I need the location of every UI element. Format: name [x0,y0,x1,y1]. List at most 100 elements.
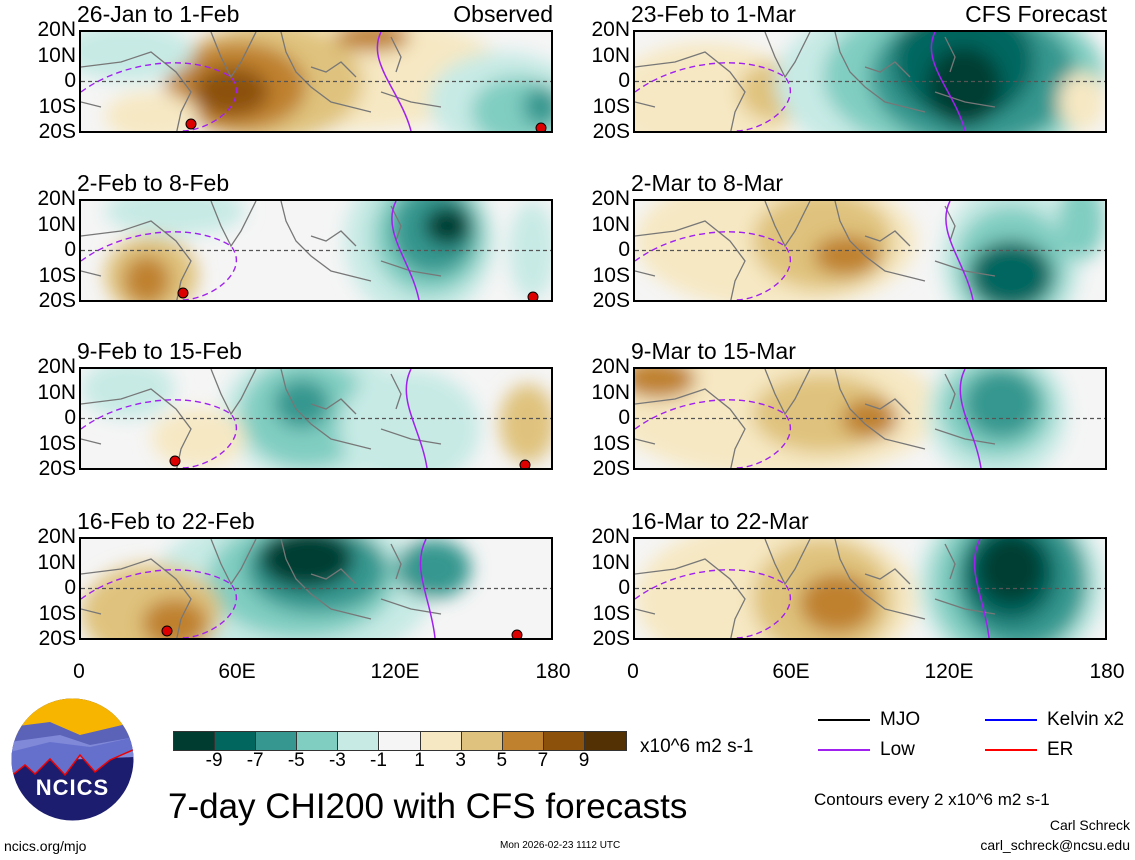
colorbar-tick: 9 [578,750,590,771]
panel-title: 26-Jan to 1-Feb [77,1,240,27]
lat-label: 20S [592,289,630,312]
coastline [81,32,442,131]
anomaly-region [142,598,208,638]
lat-label: 0 [618,69,630,92]
lat-label: 10S [592,263,630,287]
legend-line [818,749,870,751]
anomaly-region [978,539,1044,604]
mjo-contour-low [945,201,974,300]
lat-label: 10S [38,601,76,625]
colorbar-swatch [585,732,627,750]
anomaly-region [964,369,1040,439]
map-panel [79,199,553,302]
colorbar-swatch [502,732,544,750]
lon-label: 60E [218,660,256,683]
anomaly-region [273,378,331,429]
map-panel [79,537,553,640]
colorbar-tick: -3 [328,750,346,771]
panel-title: 2-Feb to 8-Feb [77,170,230,196]
map-panel [633,537,1107,640]
lat-label: 20S [38,289,76,312]
lat-label: 20N [37,18,76,41]
lon-label: 0 [73,660,85,683]
map-panel [79,367,553,470]
anomaly-region [81,369,175,419]
anomaly-region [1058,71,1105,131]
legend-label: MJO [880,709,921,730]
mjo-contour-low [973,539,990,638]
figure-title: 7-day CHI200 with CFS forecasts [168,787,688,826]
lat-label: 20N [37,355,76,378]
low-contour-dashed [635,62,792,131]
lat-label: 0 [64,69,76,92]
chi200-map [635,201,1105,300]
panel-title: 2-Mar to 8-Mar [631,170,784,196]
tropical-cyclone-icon [169,455,181,467]
lat-label: 20N [591,18,630,41]
colorbar-swatch [461,732,503,750]
lat-label: 10N [591,212,630,236]
lat-label: 10S [38,263,76,287]
anomaly-region [499,383,551,464]
colorbar [173,731,627,751]
anomaly-region [104,201,246,236]
lat-label: 20N [591,355,630,378]
colorbar-swatch [338,732,380,750]
anomaly-region [813,235,880,276]
ncics-logo[interactable] [10,697,135,827]
mjo-contour-low [959,369,982,468]
lat-label: 0 [618,238,630,261]
colorbar-tick: -5 [287,750,305,771]
low-contour-dashed [635,569,792,638]
chi200-map [635,539,1105,638]
timestamp: Mon 2026-02-23 1112 UTC [500,840,621,851]
anomaly-region [799,573,875,634]
lon-label: 120E [370,660,420,683]
chi200-map [81,539,551,638]
low-contour-dashed [81,231,238,300]
lat-label: 20N [37,525,76,548]
contour-note: Contours every 2 x10^6 m2 s-1 [814,790,1050,809]
lon-label: 60E [772,660,810,683]
anomaly-region [522,86,551,127]
colorbar-swatch [256,732,298,750]
author-email[interactable]: carl_schreck@ncsu.edu [980,837,1130,853]
tropical-cyclone-icon [161,625,173,637]
chi200-map [635,369,1105,468]
lat-label: 20S [592,120,630,143]
lat-label: 10S [592,94,630,118]
tropical-cyclone-icon [177,287,189,299]
lat-label: 0 [64,238,76,261]
anomaly-region [635,369,697,399]
low-contour-dashed [81,399,238,468]
anomaly-region [193,66,269,117]
legend-line [985,749,1037,751]
colorbar-swatch [297,732,339,750]
colorbar-swatch [379,732,421,750]
panel-title: 23-Feb to 1-Mar [631,1,796,27]
coastline [635,32,996,131]
tropical-cyclone-icon [535,122,547,131]
lat-label: 10S [38,431,76,455]
lat-label: 20S [592,627,630,650]
low-contour-dashed [635,231,792,300]
panel-source-label: CFS Forecast [965,1,1107,27]
coastline [81,201,442,300]
map-panel [79,30,553,133]
panel-title: 16-Mar to 22-Mar [631,508,809,534]
anomaly-region [926,46,1002,127]
tropical-cyclone-icon [527,291,539,300]
lon-label: 180 [535,660,571,683]
anomaly-region [151,408,246,468]
panel-source-label: Observed [453,1,553,27]
anomaly-region [104,91,199,131]
lat-label: 20N [591,187,630,210]
anomaly-region [841,398,899,439]
mjo-contour-low [391,201,420,300]
lat-label: 10S [592,601,630,625]
low-contour-dashed [81,569,238,638]
colorbar-units: x10^6 m2 s-1 [640,736,754,757]
lat-label: 20S [592,457,630,480]
anomaly-region [123,255,171,300]
ncics-link[interactable]: ncics.org/mjo [4,838,87,854]
